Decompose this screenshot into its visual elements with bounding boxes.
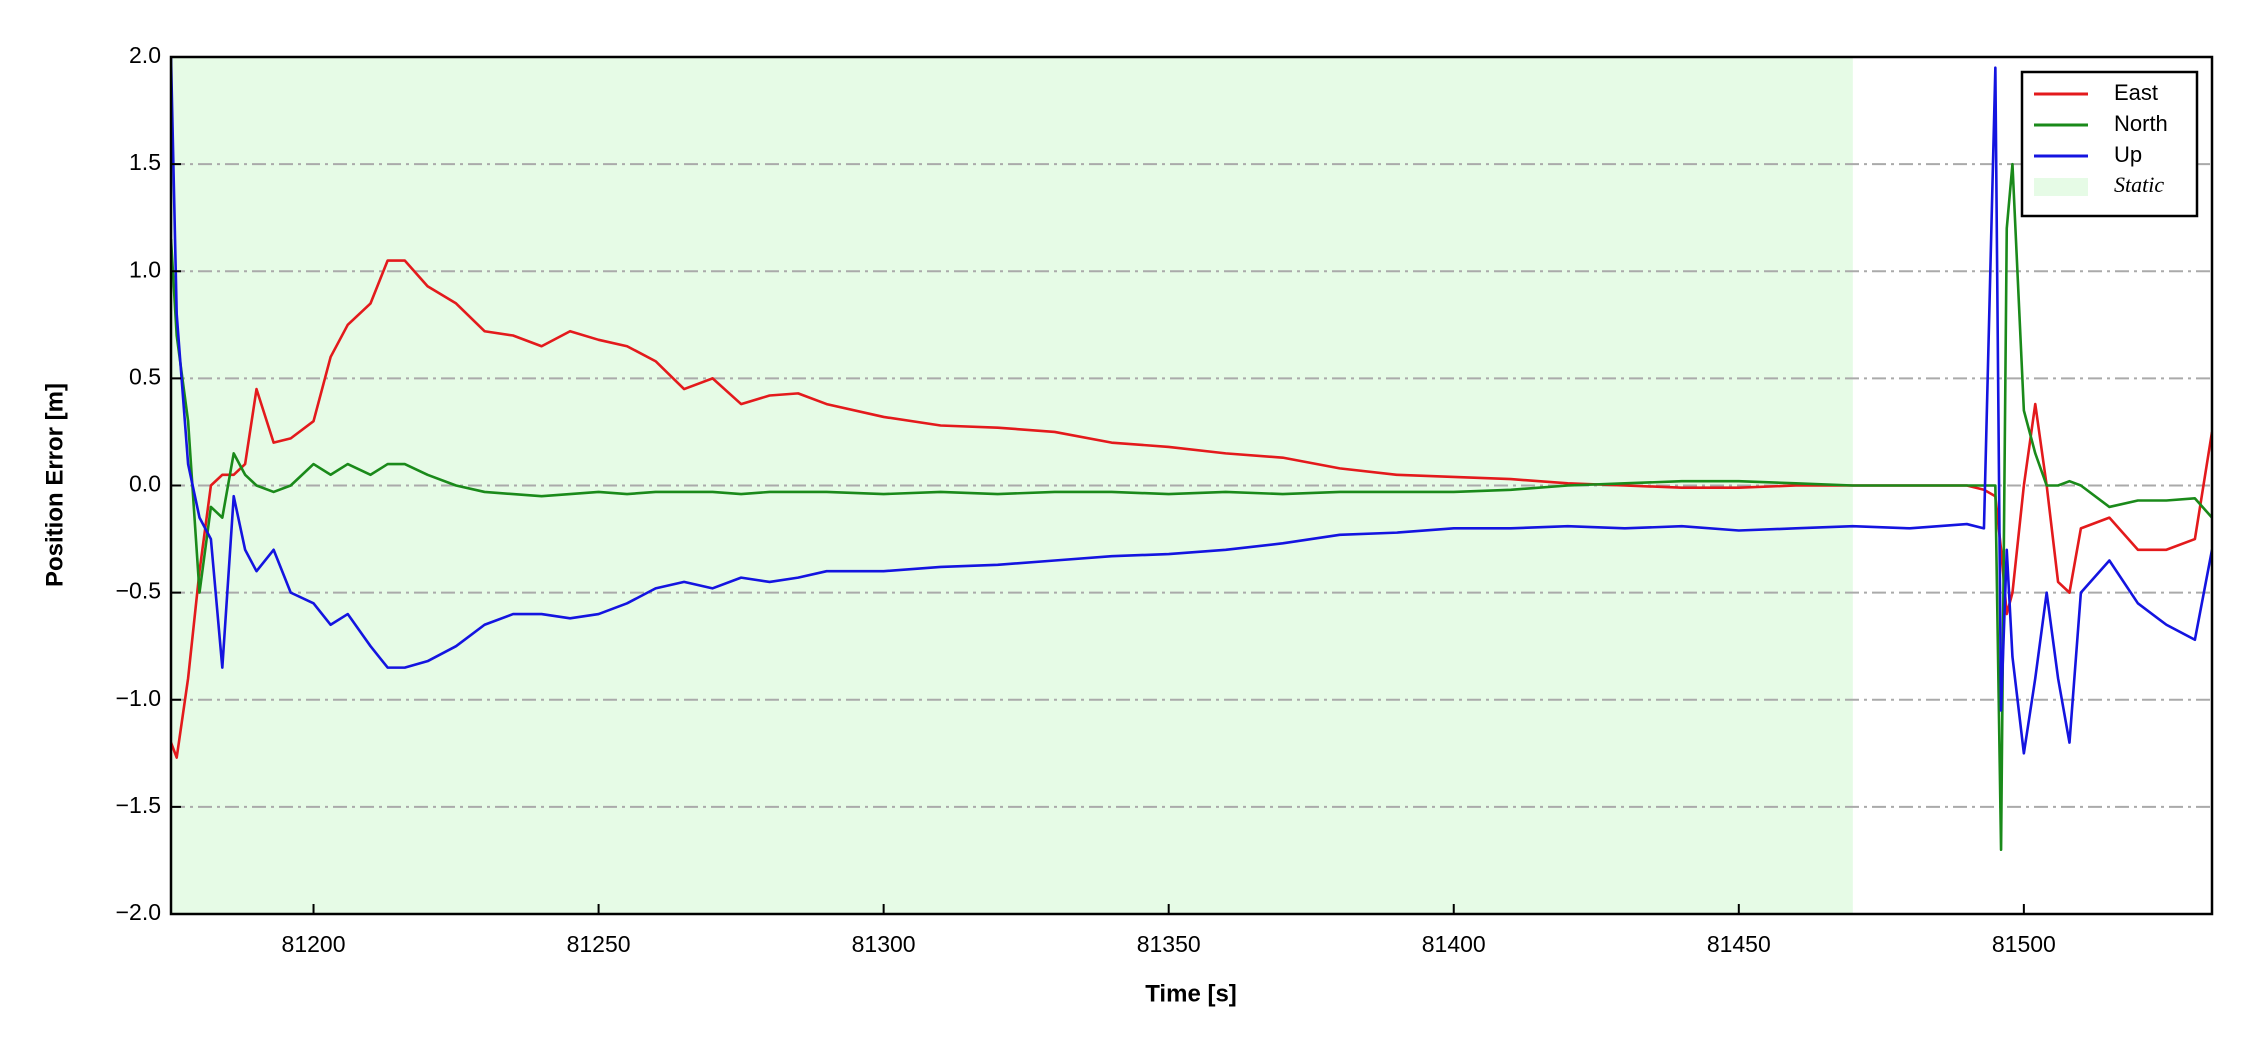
y-tick-label: 1.0 [129,256,161,282]
legend-label: North [2114,111,2168,136]
legend-label: Up [2114,142,2142,167]
y-tick-label: −0.5 [116,578,161,604]
x-tick-label: 81300 [852,931,916,957]
legend-label: East [2114,80,2158,105]
y-tick-label: −1.0 [116,685,161,711]
y-tick-label: 0.0 [129,471,161,497]
x-axis-label: Time [s] [1145,980,1237,1007]
x-tick-label: 81250 [567,931,631,957]
legend: East North Up Static [2020,70,2199,218]
y-tick-label: 2.0 [129,42,161,68]
x-tick-label: 81350 [1137,931,1201,957]
plot-area [171,57,2212,914]
x-tick-label: 81450 [1707,931,1771,957]
x-tick-label: 81400 [1422,931,1486,957]
x-tick-label: 81200 [282,931,346,957]
line-up [171,57,2212,755]
line-north [171,162,2212,852]
y-axis-label: Position Error [m] [41,383,68,587]
legend-label: Static [2114,172,2164,197]
y-tick-label: 1.5 [129,149,161,175]
x-tick-label: 81500 [1992,931,2056,957]
y-tick-label: −2.0 [116,899,161,925]
plot-frame [169,55,2214,916]
y-tick-label: 0.5 [129,363,161,389]
y-tick-label: −1.5 [116,792,161,818]
line-east [171,259,2212,759]
legend-swatch [2034,178,2088,196]
